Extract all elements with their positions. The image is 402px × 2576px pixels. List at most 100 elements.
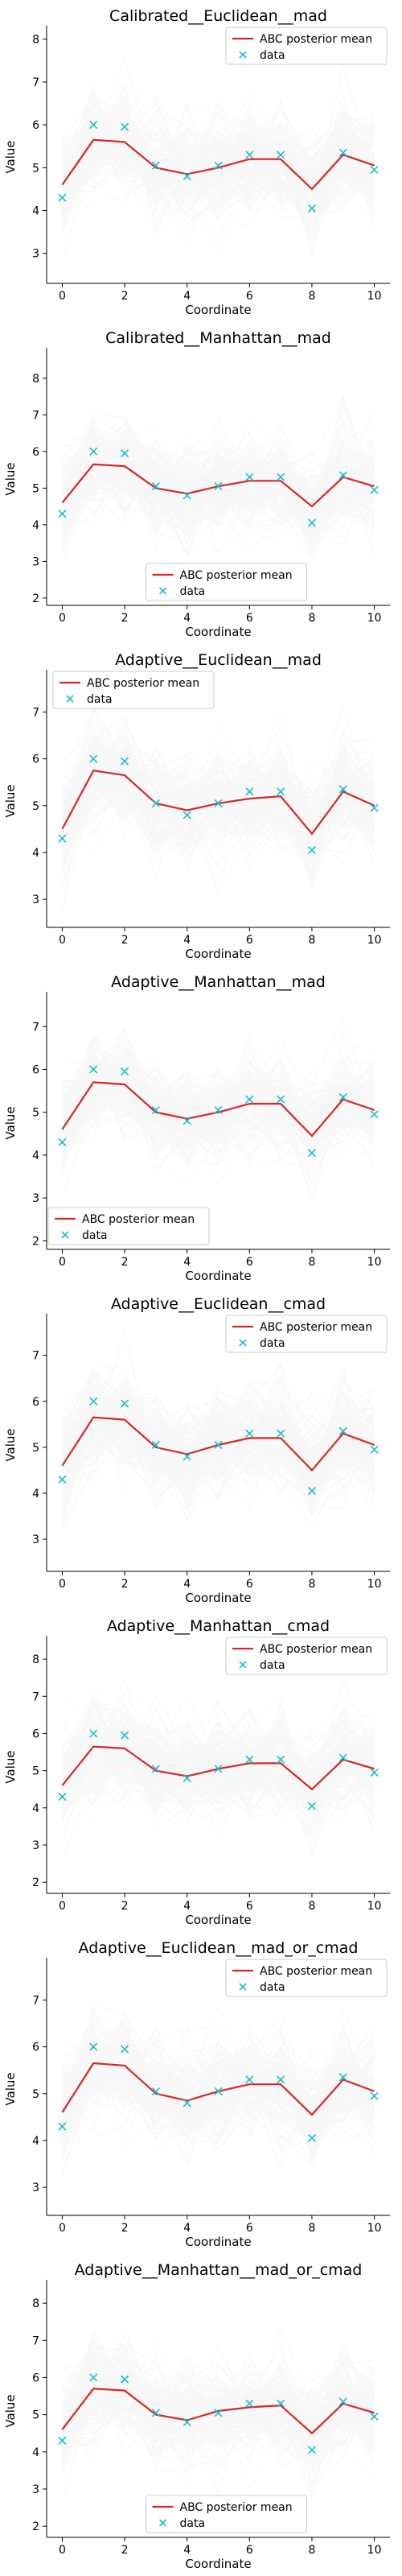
y-tick-label: 7	[32, 1350, 39, 1363]
legend-marker-swatch	[158, 2519, 167, 2527]
y-tick-label: 3	[32, 2483, 39, 2496]
data-point	[89, 2373, 98, 2382]
data-point	[245, 473, 254, 481]
x-axis-label: Coordinate	[185, 947, 251, 961]
data-point	[245, 1095, 254, 1104]
x-tick-label: 0	[59, 2544, 66, 2557]
y-tick-label: 6	[32, 119, 39, 132]
chart-panel: Adaptive__Manhattan__mad_or_cmad 0 2 4 6 8 10 2…	[3, 2261, 390, 2571]
x-tick-label: 10	[367, 1900, 382, 1913]
y-tick-label: 2	[32, 1876, 39, 1889]
y-tick-label: 3	[32, 248, 39, 261]
y-tick-label: 4	[32, 205, 39, 218]
y-tick-label: 6	[32, 1396, 39, 1409]
data-point	[58, 2122, 67, 2131]
data-point	[120, 1399, 129, 1408]
data-point	[214, 799, 223, 807]
data-point	[307, 2133, 317, 2143]
chart-title: Adaptive__Manhattan__cmad	[107, 1617, 330, 1635]
x-tick-label: 2	[121, 1900, 129, 1913]
x-tick-label: 6	[246, 934, 253, 947]
data-point	[277, 787, 285, 796]
x-tick-label: 6	[246, 1256, 253, 1269]
y-tick-label: 5	[32, 1765, 39, 1778]
data-point	[120, 449, 129, 458]
data-point	[58, 1475, 67, 1484]
posterior-mean-line	[61, 1081, 375, 1137]
legend-label: ABC posterior mean	[260, 1643, 372, 1656]
x-tick-label: 8	[308, 612, 315, 625]
y-tick-label: 6	[32, 1063, 39, 1076]
chart-panel: Adaptive__Euclidean__mad_or_cmad 0 2 4 6 8 10 3…	[3, 1939, 390, 2249]
y-tick-label: 7	[32, 1995, 39, 2008]
data-point	[151, 161, 160, 170]
data-point	[370, 803, 379, 812]
legend-label: data	[260, 1337, 285, 1350]
legend-label: ABC posterior mean	[82, 1213, 195, 1226]
data-point	[338, 1426, 347, 1435]
x-tick-label: 4	[183, 2544, 191, 2557]
y-tick-label: 6	[32, 446, 39, 459]
x-tick-label: 10	[367, 2544, 382, 2557]
data-point	[338, 471, 347, 480]
y-tick-label: 8	[32, 373, 39, 386]
data-point	[277, 2399, 285, 2408]
data-point	[307, 1149, 317, 1158]
x-tick-label: 6	[246, 290, 253, 303]
chart-title: Adaptive__Euclidean__mad_or_cmad	[79, 1939, 359, 1957]
x-tick-label: 8	[308, 2222, 315, 2235]
data-point	[183, 1773, 191, 1782]
x-axis-label: Coordinate	[185, 2235, 251, 2249]
legend-label: ABC posterior mean	[260, 1321, 372, 1334]
y-tick-label: 8	[32, 1653, 39, 1666]
data-point	[338, 2073, 347, 2082]
data-point	[183, 2099, 191, 2107]
y-tick-label: 4	[32, 519, 39, 532]
y-tick-label: 4	[32, 2446, 39, 2459]
chart-title: Calibrated__Manhattan__mad	[105, 329, 331, 347]
chart-title: Adaptive__Euclidean__mad	[115, 651, 322, 669]
y-tick-label: 3	[32, 1534, 39, 1546]
y-tick-label: 8	[32, 34, 39, 47]
data-point	[245, 2399, 254, 2408]
data-point	[120, 2375, 129, 2384]
data-point	[120, 2045, 129, 2054]
chart-panel: Calibrated__Manhattan__mad 0 2 4 6 8 10 2 3 4 5 6 7 8…	[3, 329, 390, 639]
data-point	[338, 1753, 347, 1762]
data-point	[151, 799, 160, 807]
legend-label: ABC posterior mean	[180, 2501, 293, 2514]
y-tick-label: 3	[32, 1192, 39, 1205]
x-tick-label: 8	[308, 1256, 315, 1269]
x-tick-label: 10	[367, 2222, 382, 2235]
y-tick-label: 2	[32, 592, 39, 605]
x-tick-label: 6	[246, 2222, 253, 2235]
legend-label: ABC posterior mean	[87, 677, 199, 690]
legend-marker-swatch	[239, 51, 247, 59]
x-tick-label: 10	[367, 934, 382, 947]
data-point	[370, 2091, 379, 2100]
y-tick-label: 2	[32, 2520, 39, 2533]
chart-panel: Adaptive__Manhattan__mad 0 2 4 6 8 10 2 3 4 5 6 7 Coo…	[3, 973, 390, 1283]
legend-marker-swatch	[66, 695, 74, 703]
data-point	[183, 2417, 191, 2426]
legend-label: data	[260, 49, 285, 62]
y-tick-label: 7	[32, 76, 39, 89]
chart-title: Adaptive__Manhattan__mad	[111, 973, 326, 991]
y-tick-label: 6	[32, 2041, 39, 2054]
posterior-mean-line	[61, 138, 375, 191]
y-tick-label: 6	[32, 1728, 39, 1740]
x-axis-label: Coordinate	[185, 1269, 251, 1283]
data-point	[58, 834, 67, 843]
data-point	[120, 122, 129, 131]
legend-label: ABC posterior mean	[260, 33, 372, 46]
legend: ABC posterior mean data	[146, 563, 307, 601]
data-point	[338, 1093, 347, 1102]
x-tick-label: 4	[183, 934, 191, 947]
y-tick-label: 2	[32, 1235, 39, 1248]
legend-label: data	[87, 693, 113, 706]
data-point	[245, 1429, 254, 1438]
y-tick-label: 7	[32, 1690, 39, 1703]
legend-label: data	[260, 1659, 285, 1672]
y-axis-label: Value	[3, 1106, 18, 1139]
